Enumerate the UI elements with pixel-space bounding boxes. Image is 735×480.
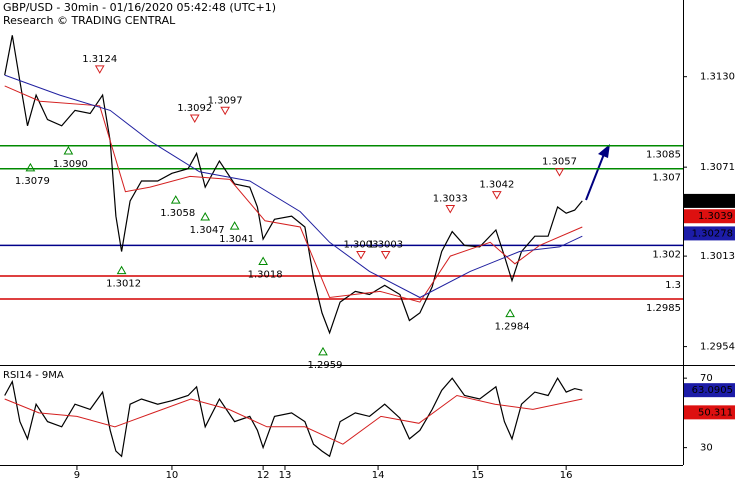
low-label: 1.3041 bbox=[219, 234, 254, 245]
low-marker bbox=[116, 265, 127, 275]
low-label: 1.3018 bbox=[248, 269, 283, 280]
price-tag bbox=[684, 193, 735, 208]
high-label: 1.3124 bbox=[82, 54, 117, 65]
high-label: 1.3003 bbox=[368, 239, 403, 250]
x-tick-label: 13 bbox=[279, 470, 292, 480]
y-tick-label: 1.3130 bbox=[700, 72, 735, 83]
y-tick-label: 1.2954 bbox=[700, 342, 735, 353]
high-label: 1.3092 bbox=[177, 103, 212, 114]
price-tag bbox=[684, 226, 735, 241]
x-tick-label: 15 bbox=[471, 470, 484, 480]
level-label: 1.302 bbox=[652, 249, 681, 260]
x-tick-label: 10 bbox=[166, 470, 179, 480]
price-tag bbox=[684, 209, 735, 224]
forecast-arrow bbox=[585, 153, 605, 201]
price-tag-label: 1.3039 bbox=[698, 211, 733, 222]
series-line bbox=[4, 35, 583, 335]
price-tag bbox=[684, 383, 735, 398]
high-marker bbox=[220, 106, 230, 116]
high-marker bbox=[380, 250, 391, 260]
series-line bbox=[4, 74, 583, 299]
high-marker bbox=[554, 168, 565, 177]
low-marker bbox=[25, 162, 36, 172]
plot-layer: 1.3130 1.3071 1.3013 1.2954 9 10 12 13 14 15 16 1.3… bbox=[0, 35, 735, 480]
chart-title: GBP/USD - 30min - 01/16/2020 05:42:48 (U… bbox=[3, 1, 276, 14]
low-marker bbox=[63, 146, 74, 155]
series-line bbox=[4, 394, 583, 445]
low-label: 1.2984 bbox=[495, 322, 530, 333]
panel-title: RSI14 - 9MA bbox=[3, 370, 64, 381]
low-marker bbox=[505, 308, 515, 318]
low-label: 1.3079 bbox=[15, 176, 50, 187]
level-label: 1.2985 bbox=[646, 303, 681, 314]
price-tag-label: 1.30278 bbox=[692, 228, 733, 239]
high-label: 1.3033 bbox=[433, 193, 468, 204]
y-tick-label: 1.3071 bbox=[700, 162, 735, 173]
high-label: 1.3003 bbox=[343, 239, 378, 250]
y-tick-label: 70 bbox=[700, 373, 713, 384]
high-label: 1.3057 bbox=[542, 157, 577, 168]
price-tag-label: 50.311 bbox=[698, 407, 733, 418]
low-marker bbox=[318, 346, 328, 356]
level-label: 1.3 bbox=[665, 280, 681, 291]
high-marker bbox=[491, 191, 502, 200]
chart-subtitle: Research © TRADING CENTRAL bbox=[3, 14, 176, 27]
low-marker bbox=[170, 195, 181, 204]
low-label: 1.3047 bbox=[190, 225, 225, 236]
high-label: 1.3042 bbox=[479, 180, 514, 191]
price-tag-label: 1.3049 bbox=[698, 196, 733, 207]
forecast-arrowhead bbox=[598, 144, 610, 158]
low-label: 1.2959 bbox=[307, 360, 342, 371]
low-label: 1.3012 bbox=[106, 279, 141, 290]
y-tick-label: 30 bbox=[700, 443, 713, 454]
level-label: 1.307 bbox=[652, 173, 681, 184]
low-label: 1.3058 bbox=[160, 208, 195, 219]
high-marker bbox=[94, 65, 105, 74]
price-tag bbox=[684, 405, 735, 420]
y-tick-label: 1.3013 bbox=[700, 251, 735, 262]
x-tick-label: 16 bbox=[560, 470, 573, 480]
x-tick-label: 14 bbox=[372, 470, 385, 480]
high-marker bbox=[189, 114, 200, 123]
low-label: 1.3090 bbox=[53, 159, 88, 170]
high-label: 1.3097 bbox=[208, 95, 243, 106]
series-line bbox=[4, 377, 583, 458]
low-marker bbox=[229, 221, 240, 230]
x-tick-label: 9 bbox=[74, 470, 80, 480]
x-tick-label: 12 bbox=[257, 470, 270, 480]
header-bg bbox=[0, 0, 250, 28]
series-line bbox=[4, 85, 583, 303]
high-marker bbox=[356, 250, 366, 260]
price-tag-label: 63.0905 bbox=[692, 385, 733, 396]
level-label: 1.3085 bbox=[646, 150, 681, 161]
low-marker bbox=[258, 256, 268, 265]
high-marker bbox=[445, 204, 456, 214]
low-marker bbox=[200, 211, 211, 221]
